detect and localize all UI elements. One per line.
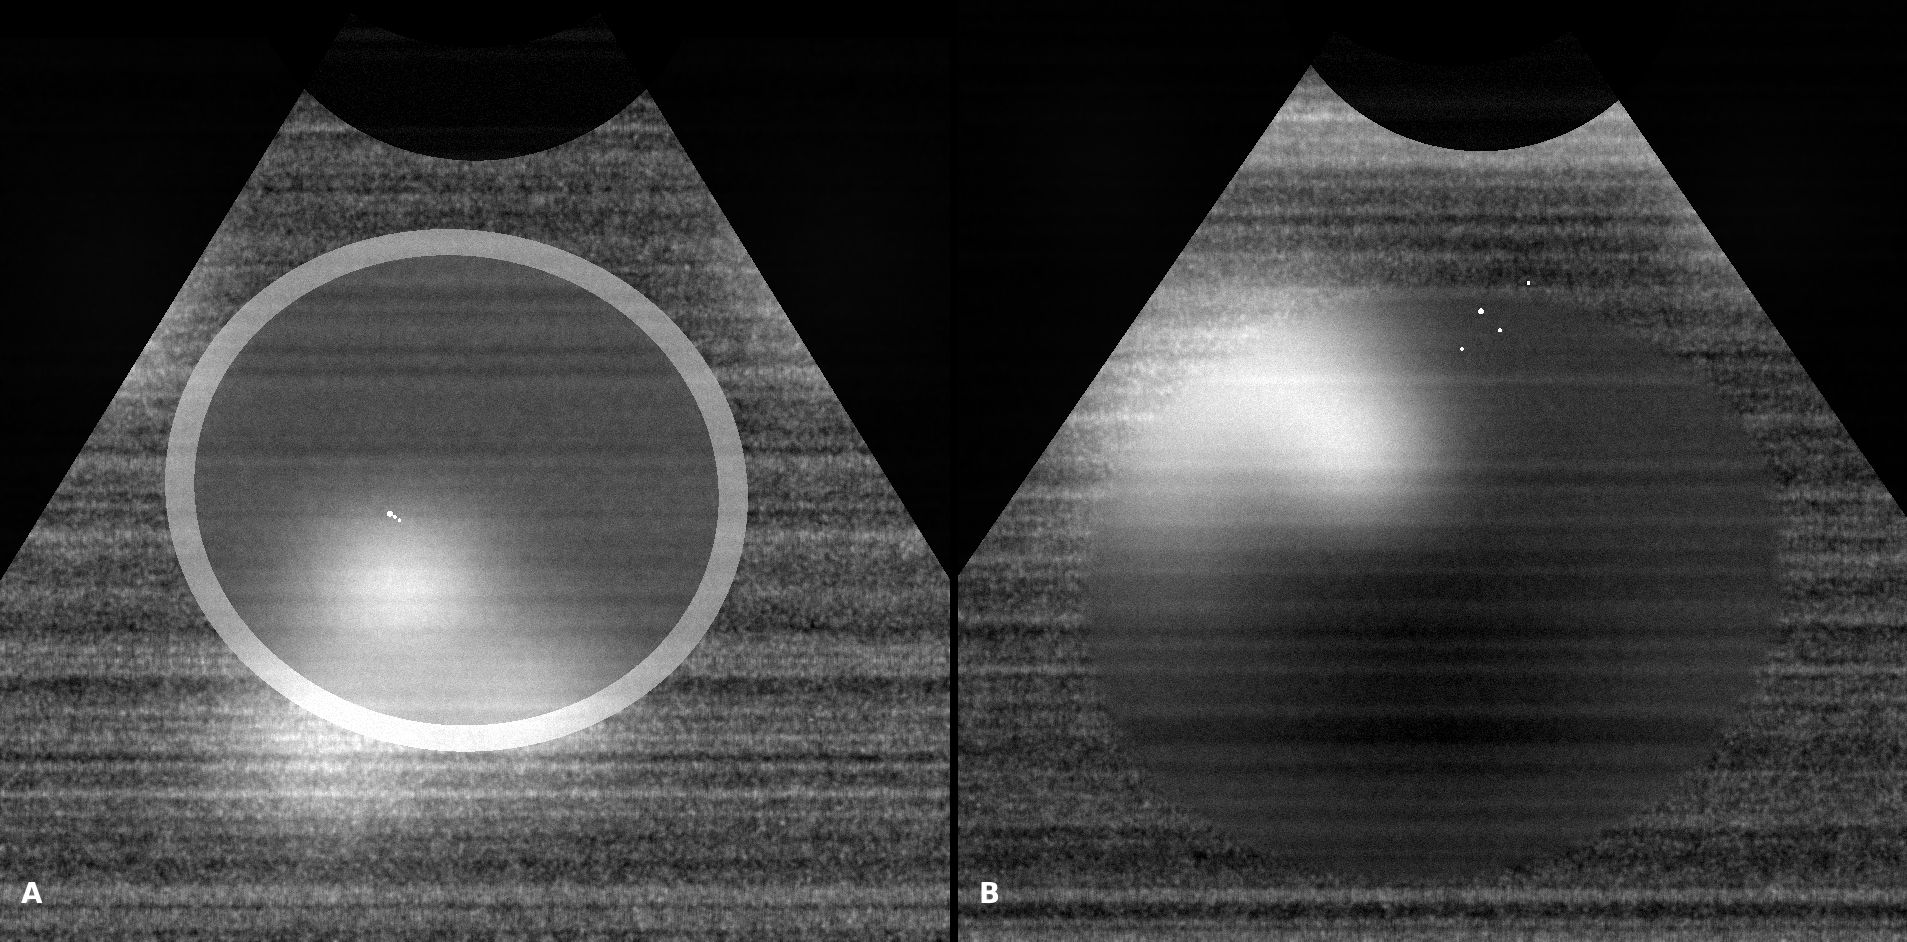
Text: B: B: [978, 881, 999, 909]
Text: A: A: [21, 881, 42, 909]
